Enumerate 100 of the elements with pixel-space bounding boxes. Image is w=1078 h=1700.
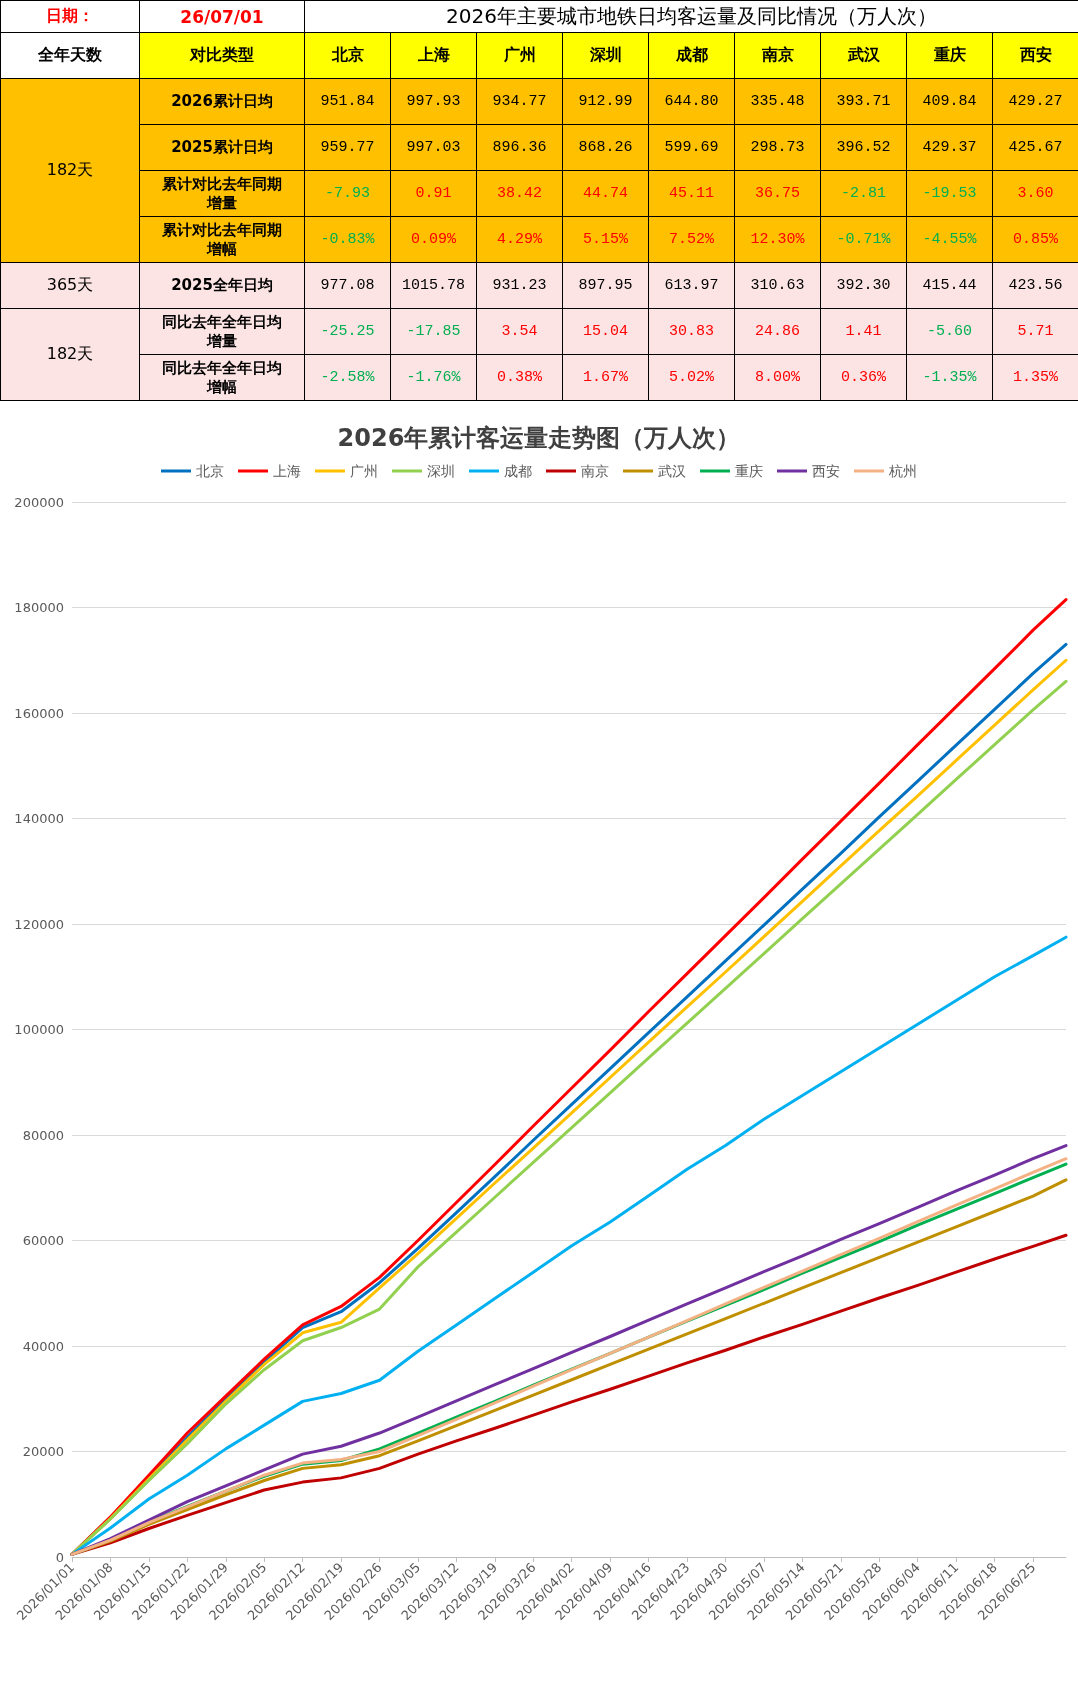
text: -7.93 [324, 185, 370, 202]
text: -1.35% [922, 369, 977, 386]
text: 4.29% [496, 231, 542, 248]
text: 44.74 [582, 185, 628, 202]
text: 5.71 [1017, 323, 1054, 340]
text: 45.11 [668, 185, 714, 202]
text: 613.97 [664, 277, 719, 294]
category-label: 重庆 [906, 32, 993, 79]
text: 365天 [0, 262, 140, 309]
legend-label: 广州 [350, 463, 378, 479]
text: 393.71 [836, 93, 891, 110]
text: 644.80 [664, 93, 719, 110]
category-label: 2026累计日均 [171, 92, 273, 110]
text: 2026年主要城市地铁日均客运量及同比情况（万人次） [304, 0, 1078, 33]
text: -1.76% [406, 369, 461, 386]
legend-label: 深圳 [427, 463, 455, 479]
text: 12.30% [750, 231, 805, 248]
chart-title: 2026年累计客运量走势图（万人次） [337, 424, 741, 452]
text: 997.93 [406, 93, 461, 110]
text: 182天 [0, 308, 140, 401]
text: 868.26 [578, 139, 633, 156]
y-tick-label: 120000 [14, 916, 64, 932]
category-label: 北京 [304, 32, 391, 79]
text: 912.99 [578, 93, 633, 110]
category-label: 西安 [992, 32, 1078, 79]
text: 日期： [0, 0, 140, 33]
text: 977.08 [320, 277, 375, 294]
y-tick-label: 100000 [14, 1022, 64, 1037]
category-label: 同比去年全年日均增量 [162, 312, 282, 350]
text: 409.84 [922, 93, 977, 110]
text: 全年天数 [0, 32, 140, 79]
category-label: 武汉 [820, 32, 907, 79]
text: 1.41 [845, 323, 882, 340]
text: 3.60 [1017, 185, 1054, 202]
text: 429.37 [922, 139, 977, 156]
y-tick-label: 60000 [22, 1233, 64, 1248]
text: 896.36 [492, 139, 547, 156]
text: -17.85 [406, 323, 461, 340]
text: 0.38% [496, 369, 542, 386]
text: 24.86 [754, 323, 800, 340]
legend-label: 重庆 [735, 463, 763, 479]
legend-label: 上海 [273, 463, 301, 479]
category-label: 南京 [734, 32, 821, 79]
text: 335.48 [750, 93, 805, 110]
category-label: 成都 [648, 32, 735, 79]
text: 425.67 [1008, 139, 1063, 156]
y-tick-label: 140000 [14, 811, 64, 826]
text: 959.77 [320, 139, 375, 156]
y-tick-label: 80000 [22, 1127, 64, 1143]
text: 997.03 [406, 139, 461, 156]
text: 897.95 [578, 277, 633, 294]
text: 5.15% [582, 231, 628, 248]
text: 392.30 [836, 277, 891, 294]
text: 7.52% [668, 231, 714, 248]
text: 396.52 [836, 139, 891, 156]
text: 5.02% [668, 369, 714, 386]
legend-label: 南京 [581, 463, 609, 479]
text: -19.53 [922, 185, 977, 202]
category-label: 广州 [476, 32, 563, 79]
legend-label: 杭州 [888, 463, 917, 479]
text: -5.60 [926, 323, 972, 340]
text: 951.84 [320, 93, 375, 110]
category-label: 上海 [390, 32, 477, 79]
category-label: 同比去年全年日均增幅 [162, 358, 282, 396]
legend-label: 成都 [504, 463, 532, 479]
text: 429.27 [1008, 93, 1063, 110]
category-label: 累计对比去年同期增量 [162, 174, 282, 212]
text: 30.83 [668, 323, 714, 340]
text: -2.81 [840, 185, 886, 202]
category-label: 2025累计日均 [171, 138, 273, 156]
text: -2.58% [320, 369, 375, 386]
text: 1015.78 [401, 277, 465, 294]
text: 0.91 [415, 185, 452, 202]
y-tick-label: 200000 [14, 494, 64, 510]
category-label: 累计对比去年同期增幅 [162, 220, 282, 258]
y-tick-label: 0 [55, 1549, 64, 1565]
y-tick-label: 20000 [22, 1444, 64, 1459]
legend-label: 武汉 [658, 463, 686, 479]
text: 423.56 [1008, 277, 1063, 294]
text: 310.63 [750, 277, 805, 294]
y-tick-label: 160000 [14, 705, 64, 721]
text: 3.54 [501, 323, 538, 340]
legend-label: 北京 [196, 463, 224, 479]
text: 1.67% [582, 369, 628, 386]
text: 26/07/01 [139, 0, 305, 33]
legend-label: 西安 [812, 463, 840, 479]
text: 0.36% [840, 369, 886, 386]
text: -0.83% [320, 231, 375, 248]
text: 415.44 [922, 277, 977, 294]
text: 298.73 [750, 139, 805, 156]
text: 931.23 [492, 277, 547, 294]
text: 15.04 [582, 323, 628, 340]
text: 182天 [0, 78, 140, 263]
text: 1.35% [1013, 369, 1059, 386]
text: 36.75 [754, 185, 800, 202]
category-label: 深圳 [562, 32, 649, 79]
y-tick-label: 40000 [22, 1338, 64, 1354]
y-tick-label: 180000 [14, 600, 64, 615]
text: 0.09% [410, 231, 456, 248]
text: 934.77 [492, 93, 547, 110]
